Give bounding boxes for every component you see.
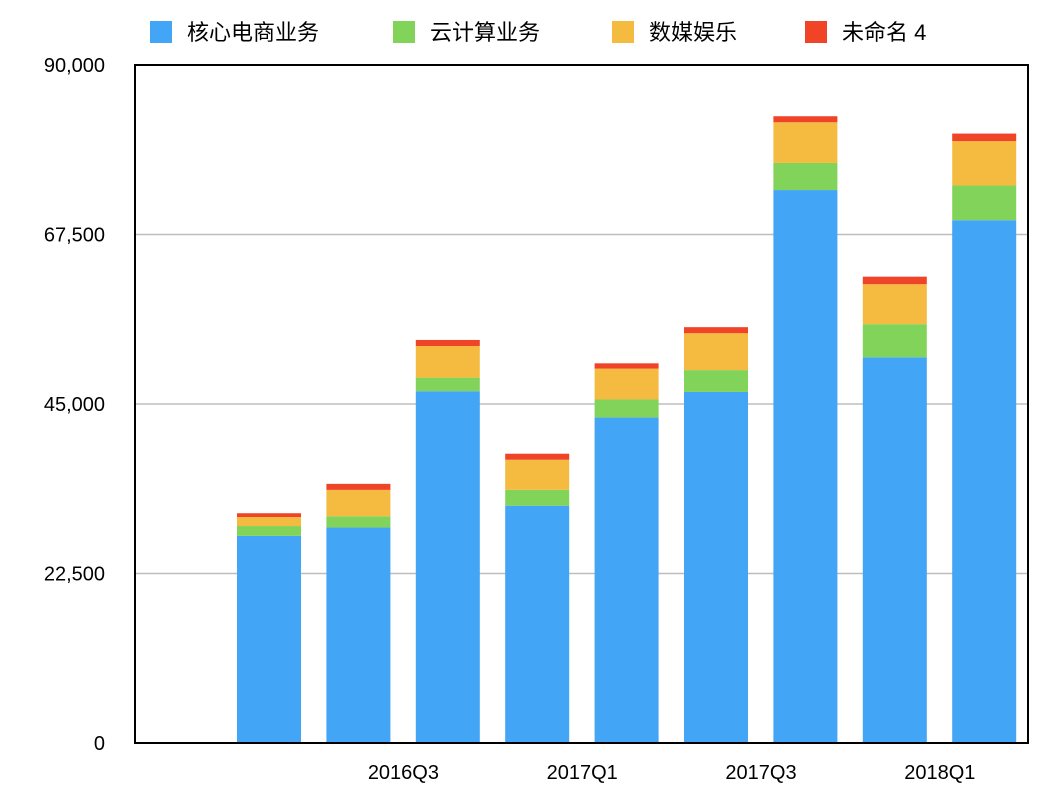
y-tick-label: 90,000 (44, 55, 105, 77)
legend-item: 未命名 4 (805, 20, 926, 45)
bar-segment (415, 339, 480, 346)
bar-segment (505, 505, 570, 743)
legend-item: 云计算业务 (393, 20, 540, 45)
bar-stack (594, 363, 659, 743)
plot-frame (134, 64, 1029, 744)
bar-segment (326, 527, 391, 743)
bar-segment (237, 517, 301, 527)
legend-swatch (150, 21, 172, 43)
bar-segment (415, 377, 480, 392)
bar-segment (862, 276, 927, 285)
bar-segment (684, 370, 748, 392)
bar-segment (952, 141, 1017, 186)
y-tick-label: 22,500 (44, 564, 105, 586)
bar-stack (952, 133, 1017, 744)
x-tick-label: 2017Q1 (547, 762, 618, 784)
legend-label: 云计算业务 (430, 20, 540, 45)
legend-swatch (612, 21, 634, 43)
x-tick-label: 2016Q3 (368, 762, 439, 784)
legend-label: 未命名 4 (842, 20, 926, 45)
legend-item: 数媒娱乐 (612, 20, 737, 45)
y-tick-label: 0 (94, 733, 105, 755)
y-axis-tick-labels: 0 22,500 45,000 67,500 90,000 (44, 55, 105, 755)
bar-segment (952, 185, 1017, 221)
bar-segment (684, 333, 748, 371)
bar-segment (237, 513, 301, 517)
bar-stack (773, 116, 838, 743)
bar-stack (237, 513, 301, 743)
x-tick-label: 2017Q3 (725, 762, 796, 784)
bar-segment (326, 483, 391, 490)
bar-segment (862, 284, 927, 325)
legend-swatch (393, 21, 415, 43)
legend-label: 数媒娱乐 (649, 20, 737, 45)
bar-segment (952, 220, 1017, 744)
bar-segment (505, 459, 570, 490)
bar-stack (862, 276, 927, 743)
bar-segment (415, 345, 480, 378)
bar-segment (773, 162, 838, 191)
bar-segment (326, 489, 391, 517)
bar-segment (684, 327, 748, 334)
x-tick-label: 2018Q1 (904, 762, 975, 784)
legend-item: 核心电商业务 (150, 20, 319, 45)
bar-stack (684, 327, 748, 743)
bar-stack (505, 453, 570, 743)
bar-segment (862, 357, 927, 743)
bars (237, 116, 1017, 744)
legend: 核心电商业务 云计算业务 数媒娱乐 未命名 4 (150, 20, 926, 45)
bar-segment (326, 516, 391, 528)
bar-segment (505, 489, 570, 506)
bar-stack (326, 483, 391, 743)
bar-segment (505, 453, 570, 460)
bar-segment (415, 391, 480, 743)
legend-label: 核心电商业务 (187, 20, 319, 45)
x-axis-tick-labels: 2016Q3 2017Q1 2017Q3 2018Q1 (368, 762, 976, 784)
y-tick-label: 45,000 (44, 394, 105, 416)
bar-segment (594, 417, 659, 743)
bar-stack (415, 339, 480, 743)
bar-segment (594, 399, 659, 418)
bar-segment (594, 363, 659, 369)
axes (134, 64, 1029, 744)
bar-segment (773, 116, 838, 123)
y-tick-label: 67,500 (44, 225, 105, 247)
bar-segment (952, 133, 1017, 142)
legend-swatch (805, 21, 827, 43)
bar-segment (773, 190, 838, 743)
bar-segment (773, 122, 838, 163)
bar-segment (237, 526, 301, 536)
bar-segment (237, 535, 301, 743)
bar-segment (862, 324, 927, 358)
bar-segment (684, 391, 748, 743)
bar-segment (594, 368, 659, 400)
